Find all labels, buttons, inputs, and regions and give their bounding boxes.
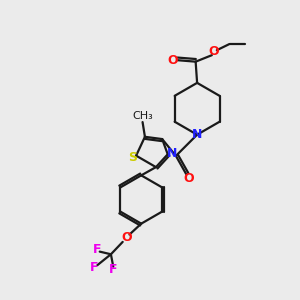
Text: O: O bbox=[121, 231, 132, 244]
Text: O: O bbox=[208, 45, 219, 58]
Text: N: N bbox=[167, 147, 177, 160]
Text: S: S bbox=[128, 151, 137, 164]
Text: F: F bbox=[92, 243, 101, 256]
Text: CH₃: CH₃ bbox=[133, 111, 154, 121]
Text: N: N bbox=[192, 128, 202, 141]
Text: F: F bbox=[109, 263, 118, 276]
Text: F: F bbox=[90, 261, 98, 274]
Text: O: O bbox=[167, 54, 178, 67]
Text: O: O bbox=[183, 172, 194, 185]
